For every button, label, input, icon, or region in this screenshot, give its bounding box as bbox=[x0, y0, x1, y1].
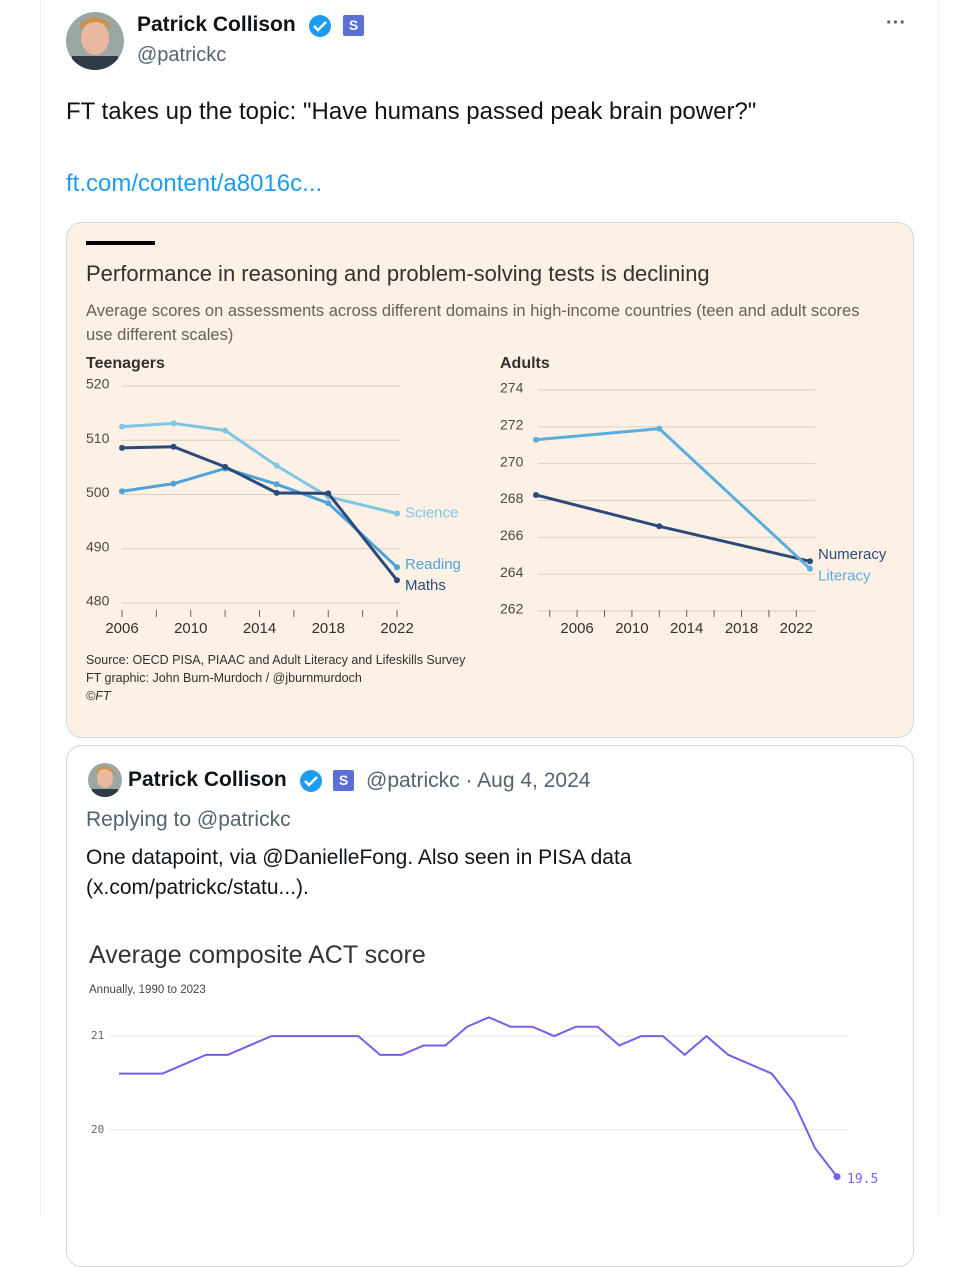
y-tick-label: 510 bbox=[86, 430, 110, 446]
y-tick-label: 264 bbox=[500, 564, 524, 580]
x-tick-label: 2014 bbox=[243, 620, 276, 637]
y-tick-label: 274 bbox=[500, 380, 524, 396]
data-point bbox=[656, 425, 663, 432]
tweet-text: FT takes up the topic: "Have humans pass… bbox=[66, 98, 757, 125]
end-point bbox=[833, 1173, 841, 1181]
data-point bbox=[222, 427, 229, 434]
series-line bbox=[535, 427, 812, 570]
data-point bbox=[273, 489, 280, 496]
y-tick-label: 500 bbox=[86, 484, 110, 500]
data-point bbox=[394, 510, 400, 517]
series-label: Reading bbox=[405, 556, 461, 573]
y-tick-label: 21 bbox=[91, 1029, 104, 1042]
series-label: Literacy bbox=[818, 568, 871, 585]
ft-card bbox=[66, 222, 914, 738]
quote-text: One datapoint, via @DanielleFong. Also s… bbox=[86, 846, 632, 899]
data-point bbox=[807, 565, 813, 572]
handle[interactable]: @patrickc bbox=[137, 44, 227, 66]
verified-badge bbox=[309, 15, 331, 37]
data-point bbox=[394, 577, 400, 584]
data-point bbox=[119, 444, 125, 451]
x-tick-label: 2006 bbox=[560, 620, 593, 637]
x-tick-label: 2010 bbox=[174, 620, 207, 637]
series-label: Numeracy bbox=[818, 546, 887, 563]
act-title: Average composite ACT score bbox=[89, 941, 426, 969]
y-tick-label: 272 bbox=[500, 417, 524, 433]
y-tick-label: 266 bbox=[500, 527, 524, 543]
data-point bbox=[170, 420, 177, 427]
avatar[interactable] bbox=[66, 12, 124, 76]
series-label: Maths bbox=[405, 577, 446, 594]
value-label: 19.5 bbox=[847, 1172, 878, 1187]
x-tick-label: 2010 bbox=[615, 620, 648, 637]
ft-title: Performance in reasoning and problem-sol… bbox=[86, 261, 710, 286]
data-point bbox=[394, 564, 400, 571]
quote-meta: @patrickc · Aug 4, 2024 bbox=[366, 769, 591, 792]
x-tick-label: 2022 bbox=[780, 620, 813, 637]
series-line bbox=[121, 445, 399, 582]
data-point bbox=[119, 488, 125, 495]
menu[interactable]: ··· bbox=[886, 12, 906, 34]
author-name[interactable]: Patrick Collison bbox=[137, 13, 296, 36]
series-line bbox=[535, 493, 811, 563]
y-tick-label: 268 bbox=[500, 490, 524, 506]
series-line bbox=[119, 1016, 838, 1178]
data-point bbox=[325, 490, 332, 497]
data-point bbox=[170, 480, 177, 487]
data-point bbox=[656, 523, 663, 530]
x-tick-label: 2018 bbox=[312, 620, 345, 637]
panel-title: Adults bbox=[500, 355, 550, 372]
replying: Replying to @patrickc bbox=[86, 808, 291, 831]
x-tick-label: 2014 bbox=[670, 620, 703, 637]
ft-bar bbox=[86, 241, 155, 245]
ft-source: ©FT bbox=[86, 689, 111, 703]
page: Patrick Collison @patrickc ··· FT takes … bbox=[40, 0, 939, 1267]
sub-badge bbox=[343, 15, 364, 36]
y-tick-label: 520 bbox=[86, 376, 110, 392]
sub-badge-text: S bbox=[339, 772, 348, 788]
y-tick-label: 490 bbox=[86, 538, 110, 554]
data-point bbox=[273, 462, 280, 469]
data-point bbox=[170, 443, 177, 450]
thread-line-left bbox=[40, 0, 41, 1216]
series-label: Science bbox=[405, 504, 458, 521]
data-point bbox=[807, 558, 813, 565]
data-point bbox=[533, 436, 539, 443]
data-point bbox=[119, 423, 125, 430]
data-point bbox=[273, 481, 280, 488]
y-tick-label: 270 bbox=[500, 453, 524, 469]
series-line bbox=[121, 466, 399, 569]
ft-source: FT graphic: John Burn-Murdoch / @jburnmu… bbox=[86, 671, 362, 685]
link[interactable]: ft.com/content/a8016c... bbox=[66, 170, 323, 197]
series-line bbox=[121, 421, 398, 515]
y-tick-label: 20 bbox=[91, 1123, 104, 1136]
data-point bbox=[222, 463, 229, 470]
avatar[interactable] bbox=[88, 763, 122, 799]
y-tick-label: 480 bbox=[86, 593, 110, 609]
data-point bbox=[533, 491, 539, 498]
verified-badge bbox=[300, 770, 322, 792]
act-subtitle: Annually, 1990 to 2023 bbox=[89, 984, 206, 996]
panel-title: Teenagers bbox=[86, 355, 165, 372]
x-tick-label: 2022 bbox=[380, 620, 413, 637]
x-tick-label: 2018 bbox=[725, 620, 758, 637]
sub-badge-text: S bbox=[349, 17, 358, 33]
ft-source: Source: OECD PISA, PIAAC and Adult Liter… bbox=[86, 653, 466, 667]
thread-line-right bbox=[938, 0, 939, 1216]
sub-badge bbox=[333, 770, 354, 791]
charts: S S Teenagers 480 490 500 510 520 2006 2010 2014… bbox=[66, 12, 887, 1187]
quote-author[interactable]: Patrick Collison bbox=[128, 768, 287, 791]
x-tick-label: 2006 bbox=[105, 620, 138, 637]
y-tick-label: 262 bbox=[500, 601, 524, 617]
ft-subtitle: Average scores on assessments across dif… bbox=[86, 302, 860, 344]
data-point bbox=[325, 500, 332, 507]
